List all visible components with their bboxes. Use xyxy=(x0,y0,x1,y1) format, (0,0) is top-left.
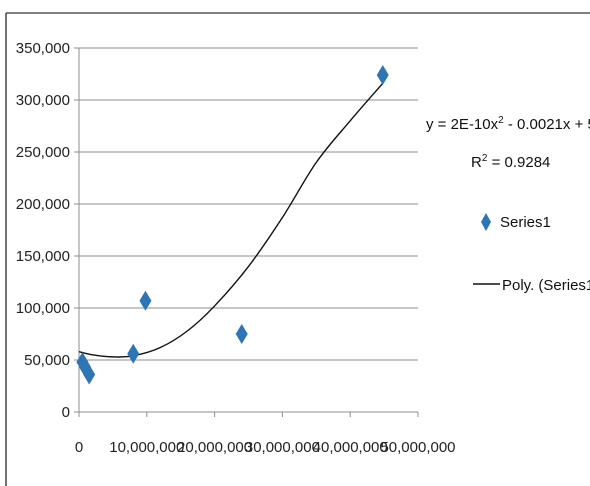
gridlines xyxy=(79,47,418,361)
data-points xyxy=(76,65,389,385)
r-squared-text: R2 = 0.9284 xyxy=(471,153,550,171)
trendline-curve xyxy=(78,82,384,358)
y-tick-label-6: 300,000 xyxy=(16,92,70,109)
legend-diamond-marker xyxy=(481,213,491,231)
x-tick-label-1: 10,000,000 xyxy=(109,439,184,456)
y-tick-label-0: 0 xyxy=(62,404,70,421)
y-tick-label-4: 200,000 xyxy=(16,196,70,213)
data-point-6 xyxy=(376,65,389,86)
y-tick-label-2: 100,000 xyxy=(16,300,70,317)
x-tick-label-4: 40,000,000 xyxy=(313,439,388,456)
data-point-3 xyxy=(127,343,140,364)
y-tick-label-1: 50,000 xyxy=(24,352,70,369)
x-tick-label-2: 20,000,000 xyxy=(177,439,252,456)
axes xyxy=(74,47,419,417)
data-point-2 xyxy=(83,364,96,385)
y-axis-tick-labels: 0 50,000 100,000 150,000 200,000 250,000 300,0… xyxy=(16,40,70,421)
trendline xyxy=(78,82,384,358)
x-tick-label-0: 0 xyxy=(75,439,83,456)
x-axis-tick-labels: 0 10,000,00020,000,00030,000,00040,000,00… xyxy=(75,439,456,456)
x-tick-label-5: 50,000,000 xyxy=(380,439,455,456)
legend-label-trendline: Poly. (Series1) xyxy=(502,277,590,294)
data-point-4 xyxy=(139,290,152,311)
equation-text: y = 2E-10x2 - 0.0021x + 58565 xyxy=(426,115,590,133)
y-tick-label-3: 150,000 xyxy=(16,248,70,265)
x-tick-label-3: 30,000,000 xyxy=(245,439,320,456)
legend: Series1 Poly. (Series1) xyxy=(473,213,590,294)
y-tick-label-7: 350,000 xyxy=(16,40,70,57)
trendline-equation: y = 2E-10x2 - 0.0021x + 58565 R2 = 0.928… xyxy=(426,115,590,171)
legend-entry-series1: Series1 xyxy=(481,213,551,231)
legend-entry-trendline: Poly. (Series1) xyxy=(473,277,590,294)
y-tick-label-5: 250,000 xyxy=(16,144,70,161)
legend-label-series1: Series1 xyxy=(500,214,551,231)
data-point-5 xyxy=(235,324,248,344)
